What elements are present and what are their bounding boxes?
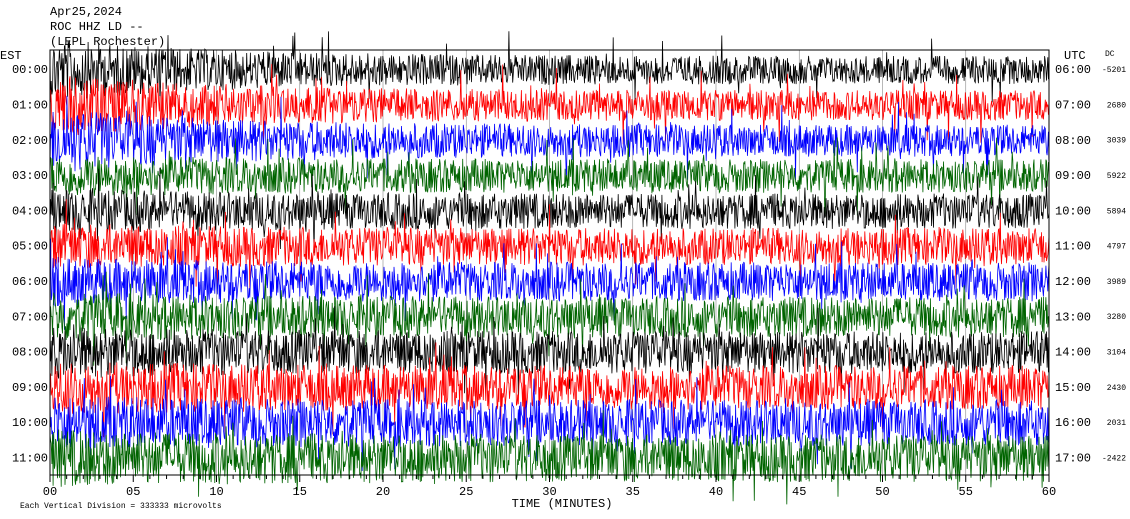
- x-tick-label: 55: [959, 485, 973, 499]
- x-tick-label: 30: [542, 485, 556, 499]
- trace: [50, 95, 1049, 181]
- dc-value: 2680: [1107, 101, 1126, 110]
- dc-value: 4797: [1107, 243, 1126, 252]
- right-axis-title: UTC: [1064, 49, 1086, 63]
- dc-value: -2422: [1102, 454, 1126, 463]
- trace: [50, 271, 1049, 366]
- est-label: 05:00: [12, 240, 48, 254]
- utc-label: 17:00: [1055, 451, 1091, 465]
- x-tick-label: 20: [376, 485, 390, 499]
- utc-label: 09:00: [1055, 169, 1091, 183]
- trace: [50, 137, 1049, 217]
- est-label: 06:00: [12, 275, 48, 289]
- utc-label: 08:00: [1055, 134, 1091, 148]
- traces: [50, 31, 1049, 505]
- x-tick-label: 45: [792, 485, 806, 499]
- x-axis-title: TIME (MINUTES): [512, 497, 613, 511]
- x-tick-label: 60: [1042, 485, 1056, 499]
- trace: [50, 31, 1049, 104]
- x-tick-label: 10: [209, 485, 223, 499]
- utc-label: 07:00: [1055, 98, 1091, 112]
- dc-title: DC: [1105, 50, 1115, 59]
- utc-label: 15:00: [1055, 381, 1091, 395]
- dc-value: 3989: [1107, 278, 1126, 287]
- utc-label: 13:00: [1055, 310, 1091, 324]
- dc-value: 5922: [1107, 172, 1126, 181]
- utc-label: 06:00: [1055, 63, 1091, 77]
- dc-value: 2031: [1107, 419, 1126, 428]
- dc-value: 2430: [1107, 384, 1126, 393]
- date: Apr25,2024: [50, 5, 122, 19]
- x-tick-label: 50: [875, 485, 889, 499]
- left-axis-title: EST: [0, 49, 22, 63]
- location: (LEPL Rochester): [50, 35, 165, 49]
- est-label: 09:00: [12, 381, 48, 395]
- est-label: 08:00: [12, 346, 48, 360]
- est-label: 01:00: [12, 98, 48, 112]
- utc-label: 16:00: [1055, 416, 1091, 430]
- trace: [50, 306, 1049, 397]
- footer: Each Vertical Division = 333333 microvol…: [20, 502, 222, 511]
- est-label: 10:00: [12, 416, 48, 430]
- dc-value: 3039: [1107, 137, 1126, 146]
- utc-label: 14:00: [1055, 346, 1091, 360]
- trace: [50, 410, 1049, 505]
- trace: [50, 199, 1049, 289]
- dc-value: 3104: [1107, 349, 1126, 358]
- utc-label: 10:00: [1055, 204, 1091, 218]
- est-label: 02:00: [12, 134, 48, 148]
- trace: [50, 237, 1049, 330]
- dc-value: 3280: [1107, 313, 1126, 322]
- est-label: 03:00: [12, 169, 48, 183]
- x-tick-label: 25: [459, 485, 473, 499]
- trace: [50, 64, 1049, 145]
- trace: [50, 342, 1049, 438]
- station: ROC HHZ LD --: [50, 20, 144, 34]
- est-label: 00:00: [12, 63, 48, 77]
- x-tick-label: 00: [43, 485, 57, 499]
- est-label: 04:00: [12, 204, 48, 218]
- utc-label: 11:00: [1055, 240, 1091, 254]
- est-label: 11:00: [12, 451, 48, 465]
- x-tick-label: 15: [293, 485, 307, 499]
- est-label: 07:00: [12, 310, 48, 324]
- dc-value: -5201: [1102, 66, 1126, 75]
- x-tick-label: 35: [626, 485, 640, 499]
- x-tick-label: 05: [126, 485, 140, 499]
- dc-value: 5894: [1107, 207, 1126, 216]
- utc-label: 12:00: [1055, 275, 1091, 289]
- x-tick-label: 40: [709, 485, 723, 499]
